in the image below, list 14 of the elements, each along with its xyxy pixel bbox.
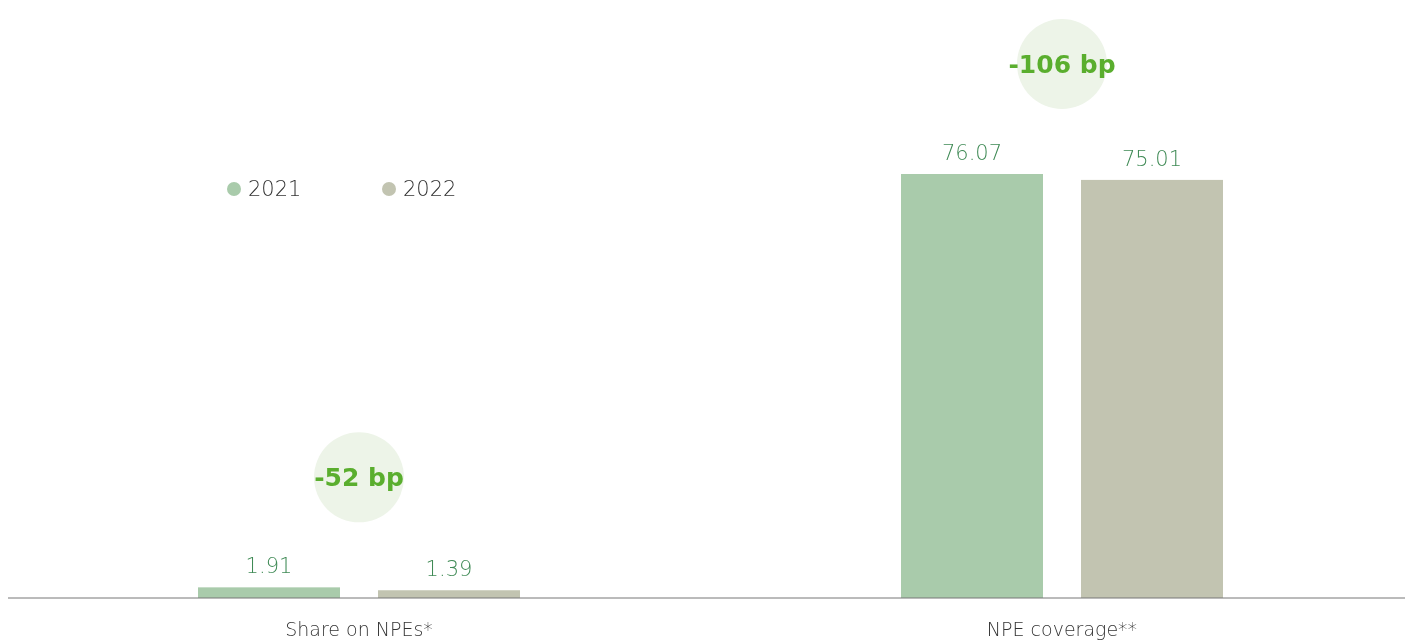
data-label: 76.07 (941, 141, 1003, 165)
bar (198, 587, 340, 598)
bar (378, 590, 520, 598)
text: -106 bp (1008, 50, 1116, 79)
data-label: 75.01 (1121, 146, 1183, 171)
data-label: 1.91 (245, 554, 293, 579)
x-tick-label: NPE coverage** (986, 618, 1138, 640)
legend-label: 2021 (248, 177, 302, 201)
bar (1081, 179, 1223, 598)
annotation: -52 bp (314, 463, 404, 493)
data-label: 1.39 (425, 557, 473, 582)
bar (901, 174, 1043, 598)
x-tick-label: Share on NPEs* (285, 618, 433, 640)
legend-label: 2022 (403, 177, 457, 201)
